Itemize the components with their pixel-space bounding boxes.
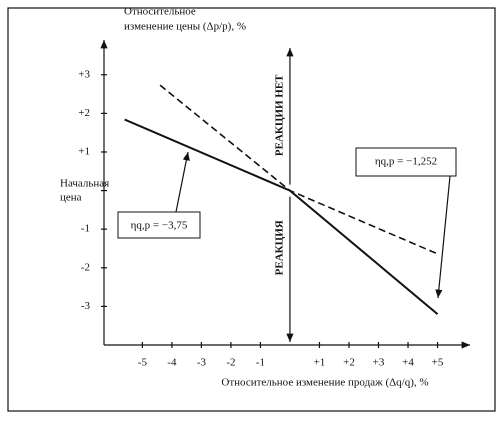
annotation: ηq,p = −1,252 <box>375 156 437 168</box>
x-tick-label: -3 <box>197 357 207 369</box>
x-tick-label: -2 <box>226 357 235 369</box>
annotation: РЕАКЦИИ НЕТ <box>273 74 285 156</box>
y-tick-label: +1 <box>78 145 90 157</box>
x-tick-label: -5 <box>138 357 148 369</box>
y-tick-label: +2 <box>78 107 90 119</box>
x-tick-label: +5 <box>432 357 444 369</box>
line-series <box>159 84 438 255</box>
y-tick-label: -1 <box>81 223 90 235</box>
annotation-box <box>355 147 457 177</box>
y-tick-label: +3 <box>78 68 90 80</box>
x-tick-label: -1 <box>256 357 265 369</box>
annotation-box <box>117 211 201 239</box>
x-axis-label: Относительное изменение продаж (Δq/q), % <box>221 377 428 389</box>
x-tick-label: +1 <box>314 357 326 369</box>
y-tick-label: -3 <box>81 300 91 312</box>
x-tick-label: +2 <box>343 357 355 369</box>
annotation-arrow <box>435 175 451 299</box>
x-tick-label: +4 <box>402 357 414 369</box>
y-axis-label: Относительное <box>124 6 196 18</box>
y-tick-label: Начальная цена <box>60 177 109 203</box>
x-tick-label: -4 <box>167 357 177 369</box>
annotation: ηq,p = −3,75 <box>131 220 188 232</box>
annotation: РЕАКЦИЯ <box>273 220 285 275</box>
annotation-arrow <box>175 151 190 213</box>
y-tick-label: -2 <box>81 261 90 273</box>
y-axis-label: изменение цены (Δp/p), % <box>124 21 246 33</box>
x-tick-label: +3 <box>373 357 385 369</box>
frame <box>7 7 496 412</box>
